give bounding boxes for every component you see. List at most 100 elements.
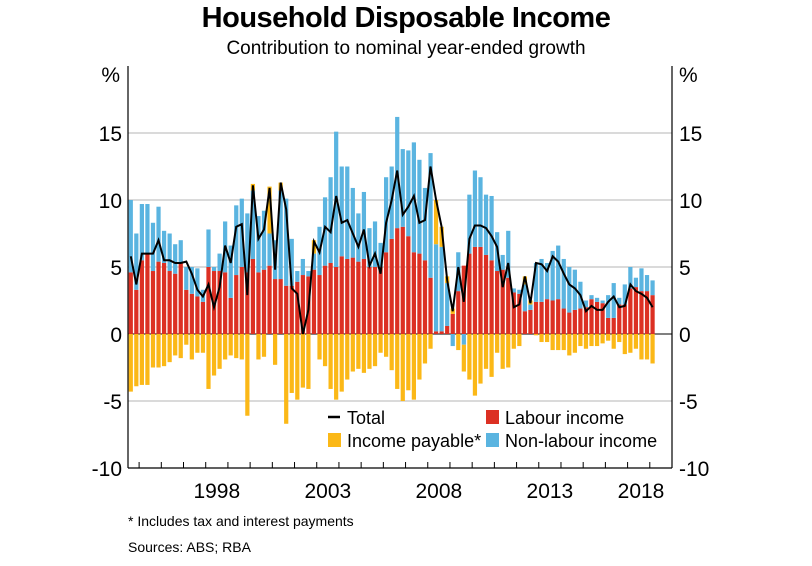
bar-income-payable <box>295 334 300 400</box>
bar-income-payable <box>644 334 650 360</box>
bar-labour-income <box>395 228 400 334</box>
bar-labour-income <box>589 299 594 334</box>
bar-income-payable <box>483 334 489 369</box>
bar-non-labour-income <box>450 334 455 347</box>
bar-non-labour-income <box>406 150 411 237</box>
bar-income-payable <box>128 334 133 392</box>
bar-income-payable <box>589 334 594 347</box>
bar-non-labour-income <box>528 304 533 310</box>
bar-non-labour-income <box>350 187 355 258</box>
bar-labour-income <box>561 308 566 334</box>
legend-label-total: Total <box>347 408 385 428</box>
bar-income-payable <box>617 334 622 343</box>
bar-non-labour-income <box>489 195 494 261</box>
y-tick-label-right: 5 <box>679 257 691 280</box>
bar-labour-income <box>606 317 611 334</box>
bar-income-payable <box>411 334 416 400</box>
bar-income-payable <box>461 344 466 372</box>
bar-income-payable <box>467 334 472 380</box>
bar-labour-income <box>200 301 206 334</box>
bar-non-labour-income <box>606 295 611 318</box>
bar-labour-income <box>195 296 200 334</box>
legend-label-non-labour-income: Non-labour income <box>505 431 657 451</box>
bar-labour-income <box>533 301 539 334</box>
bar-labour-income <box>456 291 461 334</box>
bar-labour-income <box>417 253 422 334</box>
bar-income-payable <box>583 334 589 349</box>
bar-labour-income <box>467 253 472 334</box>
bar-income-payable <box>489 334 494 377</box>
bar-labour-income <box>184 289 189 334</box>
bar-labour-income <box>300 275 305 334</box>
bar-non-labour-income <box>339 166 344 257</box>
bar-non-labour-income <box>556 245 561 300</box>
bar-income-payable <box>372 334 378 367</box>
bar-non-labour-income <box>506 230 511 278</box>
legend-swatch-labour-income <box>486 410 499 424</box>
bar-labour-income <box>128 272 133 334</box>
bar-labour-income <box>150 271 156 334</box>
bar-labour-income <box>650 295 655 334</box>
bar-income-payable <box>289 334 294 393</box>
bar-income-payable <box>567 334 572 356</box>
bar-non-labour-income <box>600 300 605 304</box>
bar-labour-income <box>439 331 444 334</box>
bar-income-payable <box>572 334 577 353</box>
bar-non-labour-income <box>189 267 194 294</box>
bar-labour-income <box>406 236 411 334</box>
bar-labour-income <box>328 262 333 334</box>
bar-non-labour-income <box>644 275 650 292</box>
bar-non-labour-income <box>611 283 616 318</box>
y-tick-label-right: 15 <box>679 123 702 146</box>
bar-labour-income <box>400 226 405 334</box>
bar-labour-income <box>367 267 372 334</box>
bar-non-labour-income <box>300 258 305 276</box>
bar-income-payable <box>322 334 328 367</box>
bar-labour-income <box>622 304 627 334</box>
bar-income-payable <box>173 334 178 356</box>
y-axis-unit-right: % <box>679 64 698 87</box>
bar-labour-income <box>356 261 361 334</box>
bar-non-labour-income <box>428 153 433 278</box>
bar-income-payable <box>145 334 150 385</box>
bar-income-payable <box>239 334 244 360</box>
y-tick-label-left: -5 <box>103 391 122 414</box>
bar-non-labour-income <box>639 268 644 292</box>
bar-non-labour-income <box>295 271 300 282</box>
bar-labour-income <box>339 256 344 334</box>
bar-labour-income <box>594 301 600 334</box>
bar-income-payable <box>600 334 605 344</box>
y-tick-label-right: 0 <box>679 324 691 347</box>
bar-income-payable <box>317 334 322 360</box>
bar-non-labour-income <box>173 244 178 274</box>
bar-income-payable <box>356 334 361 369</box>
bar-income-payable <box>156 334 161 368</box>
bar-labour-income <box>483 254 489 334</box>
bar-non-labour-income <box>261 210 267 270</box>
x-tick-label: 2003 <box>304 480 351 503</box>
bar-income-payable <box>223 334 228 360</box>
bar-labour-income <box>500 269 505 334</box>
bar-labour-income <box>583 307 589 334</box>
bar-income-payable <box>378 334 383 353</box>
bar-labour-income <box>495 271 500 334</box>
bar-income-payable <box>478 334 483 384</box>
y-tick-label-right: -5 <box>679 391 698 414</box>
bar-non-labour-income <box>561 258 566 309</box>
bar-income-payable <box>389 334 394 371</box>
y-tick-label-left: 10 <box>99 190 122 213</box>
bar-income-payable <box>150 334 156 368</box>
bar-non-labour-income <box>234 205 239 276</box>
bar-income-payable <box>178 334 183 359</box>
bar-income-payable <box>272 334 278 365</box>
bar-labour-income <box>428 277 433 334</box>
bar-income-payable <box>395 334 400 389</box>
chart-subtitle: Contribution to nominal year-ended growt… <box>226 38 586 59</box>
bar-non-labour-income <box>161 230 167 263</box>
bar-labour-income <box>567 312 572 334</box>
bar-income-payable <box>406 334 411 391</box>
bar-non-labour-income <box>256 216 261 273</box>
bar-labour-income <box>206 267 211 334</box>
bar-income-payable <box>511 334 516 349</box>
